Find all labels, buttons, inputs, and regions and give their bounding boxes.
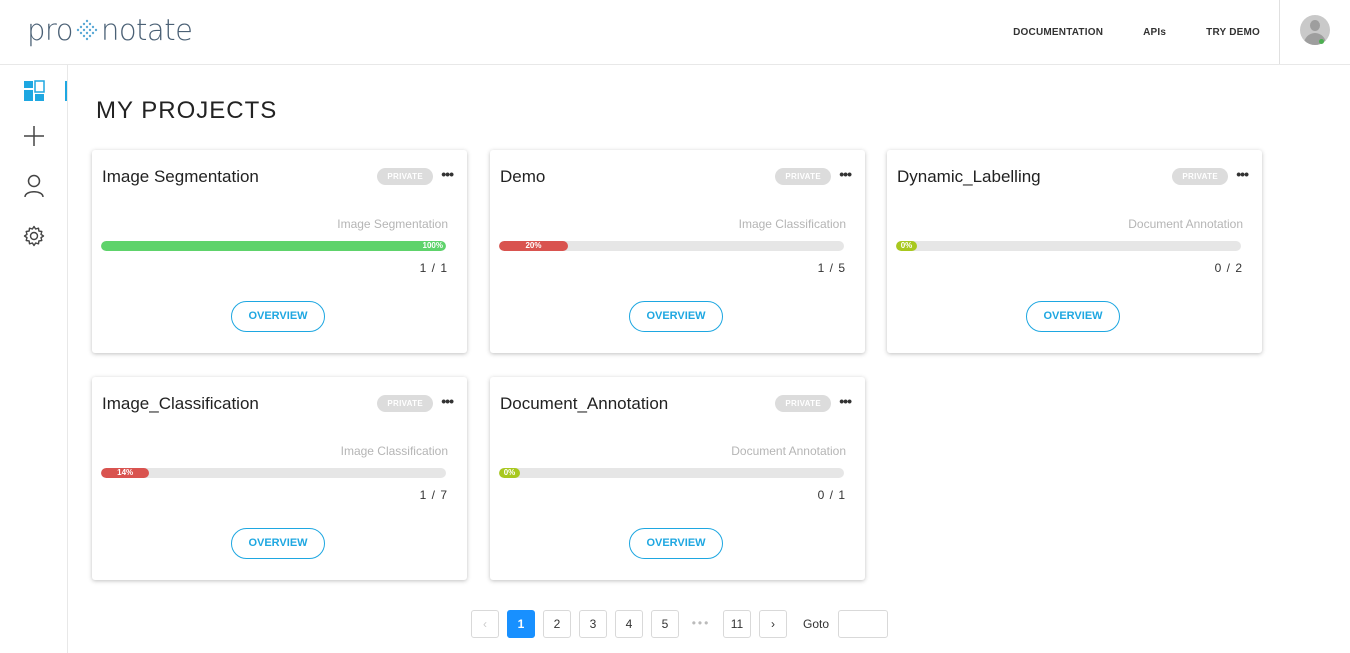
dashboard-icon[interactable] (22, 79, 46, 103)
top-header: pro notate DOCUMENTATION APIs TRY DEMO (0, 0, 1350, 65)
task-count: 0 / 1 (817, 488, 846, 502)
overview-button[interactable]: OVERVIEW (231, 528, 325, 559)
logo-text-notate: notate (100, 13, 193, 47)
progress-bar: 0% (896, 241, 1241, 251)
user-icon[interactable] (22, 174, 46, 198)
task-count: 1 / 7 (419, 488, 448, 502)
page-button-11[interactable]: 11 (723, 610, 751, 638)
more-options-icon[interactable]: ••• (1236, 166, 1249, 182)
visibility-badge: PRIVATE (775, 168, 831, 185)
task-count: 0 / 2 (1214, 261, 1243, 275)
progress-fill (101, 468, 150, 478)
progress-label: 20% (525, 241, 542, 250)
progress-label: 14% (117, 468, 134, 477)
pagination-ellipsis[interactable]: ••• (691, 616, 711, 630)
pronotate-logo[interactable]: pro notate (27, 10, 193, 50)
project-card: Dynamic_Labelling PRIVATE ••• Document A… (887, 150, 1262, 353)
more-options-icon[interactable]: ••• (441, 393, 454, 409)
project-type: Image Classification (340, 444, 448, 458)
project-card: Image Segmentation PRIVATE ••• Image Seg… (92, 150, 467, 353)
progress-label: 100% (422, 241, 443, 250)
progress-label: 0% (900, 241, 913, 250)
plus-icon[interactable] (22, 124, 46, 148)
project-name[interactable]: Image_Classification (102, 394, 259, 413)
header-divider (1279, 0, 1280, 64)
visibility-badge: PRIVATE (1172, 168, 1228, 185)
more-options-icon[interactable]: ••• (441, 166, 454, 182)
nav-try-demo-link[interactable]: TRY DEMO (1206, 26, 1260, 38)
project-type: Document Annotation (731, 444, 846, 458)
progress-bar: 14% (101, 468, 446, 478)
project-card: Image_Classification PRIVATE ••• Image C… (92, 377, 467, 580)
overview-button[interactable]: OVERVIEW (1026, 301, 1120, 332)
project-name[interactable]: Dynamic_Labelling (897, 167, 1041, 186)
overview-button[interactable]: OVERVIEW (231, 301, 325, 332)
next-page-button[interactable]: › (759, 610, 787, 638)
page-button-2[interactable]: 2 (543, 610, 571, 638)
gear-icon[interactable] (22, 224, 46, 248)
online-status-dot (1319, 39, 1324, 44)
project-card: Demo PRIVATE ••• Image Classification 20… (490, 150, 865, 353)
progress-bar: 100% (101, 241, 446, 251)
logo-mark-icon (76, 19, 98, 41)
visibility-badge: PRIVATE (377, 168, 433, 185)
project-type: Image Segmentation (337, 217, 448, 231)
project-type: Image Classification (738, 217, 846, 231)
goto-label: Goto (803, 617, 830, 631)
page-button-3[interactable]: 3 (579, 610, 607, 638)
page-button-5[interactable]: 5 (651, 610, 679, 638)
top-nav: DOCUMENTATION APIs TRY DEMO (1013, 0, 1260, 64)
overview-button[interactable]: OVERVIEW (629, 528, 723, 559)
page-button-1[interactable]: 1 (507, 610, 535, 638)
avatar-head (1310, 20, 1320, 31)
project-name[interactable]: Demo (500, 167, 546, 186)
more-options-icon[interactable]: ••• (839, 393, 852, 409)
goto-page-input[interactable] (838, 610, 888, 638)
task-count: 1 / 1 (419, 261, 448, 275)
visibility-badge: PRIVATE (377, 395, 433, 412)
nav-apis-link[interactable]: APIs (1143, 26, 1167, 38)
project-name[interactable]: Image Segmentation (102, 167, 259, 186)
more-options-icon[interactable]: ••• (839, 166, 852, 182)
visibility-badge: PRIVATE (775, 395, 831, 412)
progress-fill (896, 241, 917, 251)
progress-label: 0% (503, 468, 516, 477)
nav-documentation-link[interactable]: DOCUMENTATION (1013, 26, 1104, 38)
task-count: 1 / 5 (817, 261, 846, 275)
project-name[interactable]: Document_Annotation (500, 394, 669, 413)
left-sidebar (0, 65, 68, 653)
progress-bar: 20% (499, 241, 844, 251)
project-card: Document_Annotation PRIVATE ••• Document… (490, 377, 865, 580)
overview-button[interactable]: OVERVIEW (629, 301, 723, 332)
progress-fill (499, 241, 568, 251)
page-title: MY PROJECTS (96, 97, 278, 124)
user-avatar[interactable] (1300, 15, 1330, 45)
sidebar-active-indicator (65, 81, 67, 101)
progress-fill (499, 468, 520, 478)
project-type: Document Annotation (1128, 217, 1243, 231)
prev-page-button[interactable]: ‹ (471, 610, 499, 638)
progress-fill (101, 241, 446, 251)
logo-text-pro: pro (27, 13, 73, 47)
page-button-4[interactable]: 4 (615, 610, 643, 638)
progress-bar: 0% (499, 468, 844, 478)
